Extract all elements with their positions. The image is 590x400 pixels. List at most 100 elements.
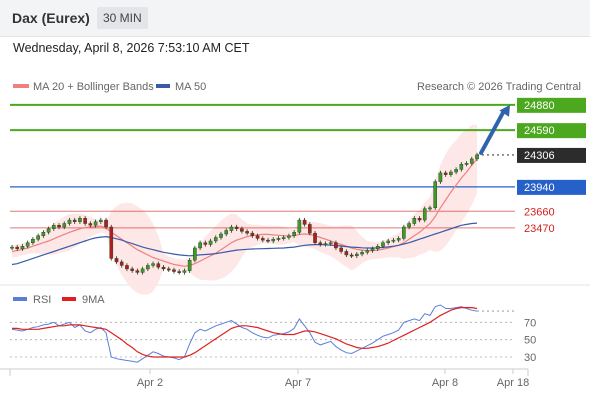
rsi-level-label-30: 30	[524, 352, 536, 364]
x-tick-label: Apr 18	[497, 377, 529, 389]
resistance-tag-24880	[517, 97, 586, 113]
candle	[25, 240, 30, 249]
candle-body	[281, 237, 286, 239]
candle-body	[182, 270, 187, 273]
candle-body	[161, 266, 166, 270]
ma20-legend-label: MA 20 + Bollinger Bands	[33, 81, 154, 93]
projection-arrow-head	[499, 104, 510, 117]
candle	[125, 263, 129, 272]
candle-body	[224, 230, 229, 235]
candle	[177, 269, 181, 275]
instrument-title: Dax (Eurex)	[12, 10, 90, 26]
timeframe-badge[interactable]: 30 MIN	[97, 7, 148, 29]
candle	[422, 206, 427, 223]
candle	[151, 261, 155, 268]
candle	[130, 266, 134, 273]
candle	[224, 228, 229, 237]
candle	[46, 226, 51, 235]
candle-body	[475, 154, 479, 160]
candle	[459, 162, 464, 172]
candle	[114, 256, 119, 265]
candle-body	[20, 246, 25, 250]
resistance-tag-24590	[517, 123, 586, 139]
rsi-level-label-50: 50	[524, 335, 536, 347]
support-label-23660: 23660	[524, 206, 555, 218]
candle	[140, 266, 145, 275]
support-label-23470: 23470	[524, 223, 555, 235]
candle-body	[213, 237, 218, 242]
candle-body	[313, 232, 317, 243]
candle	[31, 237, 35, 245]
candle-body	[146, 265, 150, 270]
x-axis-ticks: Apr 2 Apr 7 Apr 8 Apr 18	[137, 369, 529, 389]
candle	[135, 268, 140, 275]
candle-body	[308, 224, 312, 234]
candle-body	[407, 223, 411, 228]
candle-body	[15, 246, 20, 250]
candle	[417, 216, 422, 223]
candle-body	[119, 261, 124, 266]
candle-body	[391, 239, 396, 242]
candle-body	[318, 242, 323, 245]
candle	[229, 224, 234, 233]
bollinger-band-area	[12, 124, 477, 295]
candle	[370, 246, 375, 253]
candle-body	[396, 238, 401, 241]
candle	[339, 245, 343, 254]
candle	[83, 216, 87, 226]
resistance-label-24590: 24590	[524, 125, 555, 137]
candle	[355, 251, 359, 258]
candle-body	[464, 163, 469, 165]
candle	[193, 245, 197, 263]
candle	[328, 240, 333, 246]
candle	[349, 252, 354, 258]
candle-body	[355, 253, 359, 257]
candle-body	[328, 242, 333, 245]
candle-body	[344, 251, 349, 256]
candle-body	[428, 207, 432, 210]
ma50-legend-swatch	[156, 84, 170, 88]
projection-arrow-shaft	[479, 108, 506, 155]
chart-header: Dax (Eurex) 30 MIN	[0, 0, 590, 37]
candle-body	[449, 171, 453, 175]
candle	[271, 237, 276, 244]
candle	[287, 233, 291, 240]
candle	[433, 179, 438, 210]
candle	[219, 231, 223, 240]
candle-body	[57, 225, 61, 228]
candle-body	[104, 219, 108, 228]
candle	[302, 217, 307, 227]
candle	[234, 224, 239, 231]
rsi-level-label-70: 70	[524, 317, 536, 329]
candle-body	[203, 242, 208, 245]
candle-body	[83, 218, 87, 224]
candle	[172, 267, 176, 274]
candle	[365, 248, 370, 255]
candle	[67, 217, 72, 226]
candle	[41, 230, 46, 238]
candle-body	[250, 232, 255, 236]
level-labels: 24880 24590 24306 23940 23660 23470	[517, 97, 586, 235]
candle	[276, 236, 281, 242]
candle	[198, 240, 202, 251]
candle-body	[88, 223, 93, 226]
candle	[72, 217, 77, 224]
candle-body	[266, 239, 270, 242]
candle-body	[125, 265, 129, 270]
candle	[203, 240, 208, 247]
rsi-ma-line	[12, 307, 478, 358]
rsi-ma-legend-swatch	[62, 297, 76, 301]
candle-body	[360, 252, 364, 255]
x-tick-label: Apr 2	[137, 377, 163, 389]
candle-body	[62, 223, 67, 228]
candle	[78, 216, 82, 224]
candle-body	[166, 268, 171, 271]
candle-body	[469, 158, 474, 164]
candle-body	[140, 268, 145, 273]
candle-body	[31, 239, 35, 243]
candle-body	[151, 263, 155, 266]
candle-body	[297, 219, 302, 233]
candle	[281, 235, 286, 241]
candle-body	[271, 239, 276, 242]
candle-body	[240, 228, 244, 232]
